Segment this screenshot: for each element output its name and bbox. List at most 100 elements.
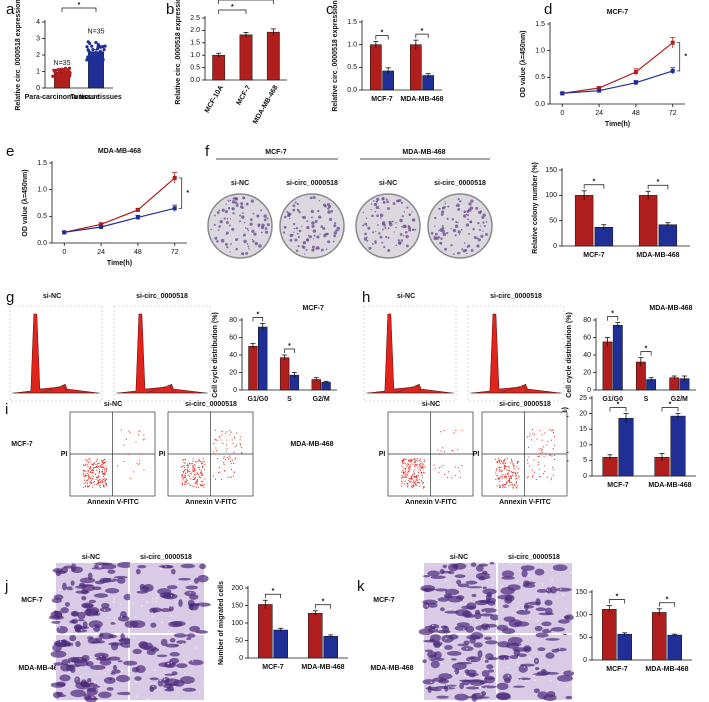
- event-dot: [105, 465, 107, 467]
- event-dot: [412, 474, 414, 476]
- event-dot: [120, 429, 122, 431]
- event-dot: [542, 446, 544, 448]
- event-dot: [90, 466, 92, 468]
- stained-cell: [466, 696, 473, 699]
- event-dot: [421, 466, 423, 468]
- bar: [602, 608, 617, 661]
- event-dot: [494, 458, 496, 460]
- event-dot: [543, 456, 545, 458]
- event-dot: [92, 470, 94, 472]
- colony: [249, 218, 253, 222]
- significance-mark: *: [381, 29, 384, 36]
- event-dot: [410, 478, 412, 480]
- x-tick-label: MDA-MB-468: [636, 252, 679, 259]
- event-dot: [543, 473, 545, 475]
- event-dot: [499, 460, 501, 462]
- colony: [227, 206, 231, 210]
- stained-cell: [123, 593, 132, 601]
- image-label: PI: [379, 451, 386, 458]
- event-dot: [199, 484, 201, 486]
- colony: [308, 235, 312, 239]
- image-label: MCF-7: [11, 441, 32, 448]
- event-dot: [90, 480, 92, 482]
- pore: [503, 658, 506, 660]
- event-dot: [540, 450, 542, 452]
- stained-cell: [534, 625, 543, 632]
- panel-letter: f: [205, 143, 210, 160]
- event-dot: [509, 477, 511, 479]
- stained-cell: [185, 585, 199, 590]
- stained-cell: [465, 686, 480, 690]
- event-dot: [518, 460, 520, 462]
- event-dot: [495, 468, 497, 470]
- event-dot: [187, 463, 189, 465]
- event-dot: [414, 465, 416, 467]
- event-dot: [187, 479, 189, 481]
- y-tick-label: 1.5: [535, 21, 545, 28]
- pore: [479, 687, 481, 689]
- pore: [464, 674, 466, 677]
- event-dot: [407, 474, 409, 476]
- stained-cell: [476, 564, 484, 572]
- event-dot: [415, 484, 417, 486]
- event-dot: [418, 481, 420, 483]
- colony: [391, 220, 394, 223]
- event-dot: [191, 463, 193, 465]
- event-dot: [103, 460, 105, 462]
- stained-cell: [489, 614, 501, 621]
- event-dot: [512, 463, 514, 465]
- pore: [466, 647, 468, 650]
- event-dot: [419, 460, 421, 462]
- pore: [520, 678, 522, 681]
- event-dot: [196, 471, 198, 473]
- y-axis-label: Cell cycle distribution (%): [212, 312, 219, 398]
- pore: [192, 660, 194, 662]
- event-dot: [198, 466, 200, 468]
- event-dot: [421, 477, 423, 479]
- y-tick-label: 60: [229, 334, 237, 341]
- event-dot: [531, 429, 533, 431]
- stained-cell: [466, 602, 477, 610]
- stained-cell: [75, 641, 81, 647]
- colony: [226, 218, 229, 220]
- colony: [223, 217, 226, 220]
- stained-cell: [565, 695, 573, 700]
- event-dot: [195, 481, 197, 483]
- event-dot: [192, 458, 194, 460]
- y-tick-label: 100: [545, 192, 557, 199]
- stained-cell: [444, 684, 449, 692]
- y-tick-label: 100: [231, 620, 243, 627]
- event-dot: [96, 458, 98, 460]
- x-tick-label: MDA-MB-468: [648, 482, 691, 489]
- stained-cell: [51, 598, 62, 603]
- colony: [297, 245, 300, 248]
- event-dot: [102, 469, 104, 471]
- event-dot: [513, 467, 515, 469]
- sample-dot: [92, 57, 96, 62]
- event-dot: [102, 480, 104, 482]
- event-dot: [416, 484, 418, 486]
- stained-cell: [71, 618, 79, 624]
- colony: [469, 220, 473, 224]
- event-dot: [538, 455, 540, 457]
- pore: [76, 678, 78, 680]
- event-dot: [499, 463, 501, 465]
- event-dot: [143, 469, 145, 471]
- event-dot: [241, 452, 243, 454]
- colony: [306, 220, 309, 223]
- event-dot: [443, 430, 445, 432]
- event-dot: [95, 478, 97, 480]
- pore: [453, 671, 456, 674]
- point: [597, 86, 602, 90]
- colony: [316, 235, 320, 239]
- event-dot: [224, 470, 226, 472]
- stained-cell: [135, 568, 141, 575]
- event-dot: [510, 481, 512, 483]
- histogram-frame: [9, 305, 103, 402]
- event-dot: [529, 435, 531, 437]
- pore: [464, 603, 467, 606]
- stained-cell: [422, 574, 431, 578]
- colony: [407, 225, 410, 228]
- event-dot: [541, 439, 543, 441]
- event-dot: [204, 461, 206, 463]
